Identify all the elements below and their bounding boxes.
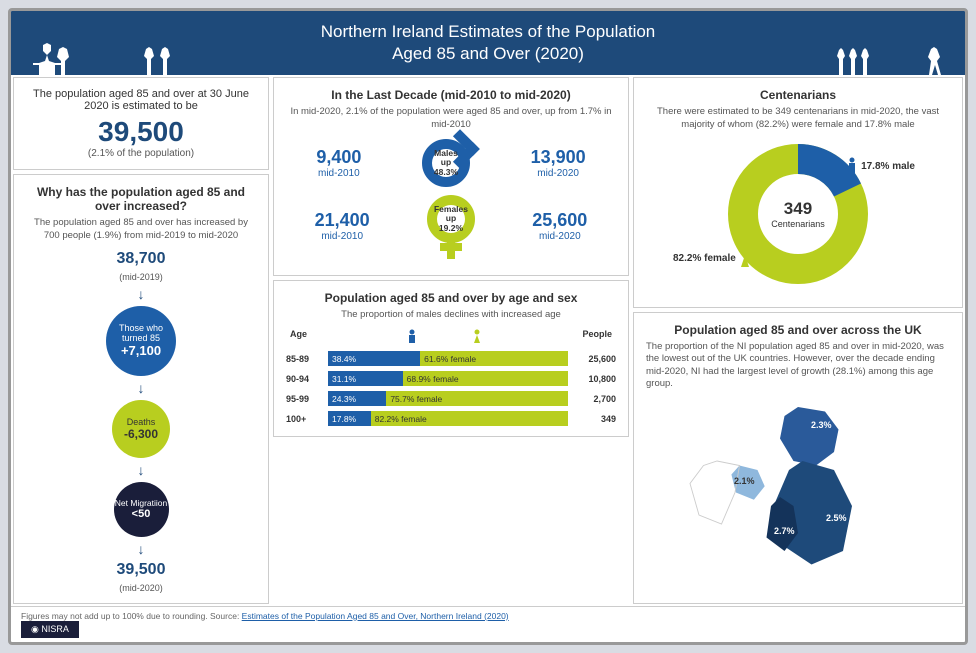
wales-label: 2.7% [774, 526, 795, 536]
cent-female-label: 82.2% female [673, 249, 751, 269]
ni-label: 2.1% [734, 476, 755, 486]
content-grid: The population aged 85 and over at 30 Ju… [11, 75, 965, 606]
flow-diagram: 38,700 (mid-2019) ↓ Those who turned 85 … [26, 250, 256, 593]
uk-title: Population aged 85 and over across the U… [646, 323, 950, 337]
female-head-icon [472, 329, 482, 343]
decade-sub: In mid-2020, 2.1% of the population were… [286, 106, 616, 131]
male-head-icon [407, 329, 417, 343]
silhouette-walker-icon [921, 33, 945, 75]
arrow-icon: ↓ [138, 286, 145, 302]
estimate-title: The population aged 85 and over at 30 Ju… [26, 88, 256, 112]
bar-female: 61.6% female [420, 351, 568, 366]
silhouette-group-icon [835, 33, 875, 75]
silhouette-people-icon [141, 33, 181, 75]
bar-track: 38.4%61.6% female [328, 351, 568, 366]
bar-people: 10,800 [574, 374, 616, 384]
flow-start-val: 38,700 [117, 250, 166, 268]
flow-start-lbl: (mid-2019) [119, 272, 163, 282]
bar-male: 24.3% [328, 391, 386, 406]
bar-people: 25,600 [574, 354, 616, 364]
uk-sub: The proportion of the NI population aged… [646, 341, 950, 390]
agesex-panel: Population aged 85 and over by age and s… [273, 280, 629, 437]
male-icon: Males up 48.3% [422, 139, 470, 187]
male-person-icon [846, 157, 858, 177]
flow-end-val: 39,500 [117, 561, 166, 579]
bar-age: 85-89 [286, 354, 322, 364]
middle-column: In the Last Decade (mid-2010 to mid-2020… [271, 75, 631, 606]
cent-male-label: 17.8% male [846, 157, 915, 177]
female-row: 21,400 mid-2010 Females up 19.2% 25,600 … [286, 195, 616, 257]
right-column: Centenarians There were estimated to be … [631, 75, 965, 606]
bar-row: 100+ 17.8%82.2% female 349 [286, 411, 616, 426]
bar-row: 90-94 31.1%68.9% female 10,800 [286, 371, 616, 386]
uk-panel: Population aged 85 and over across the U… [633, 312, 963, 604]
page-title: Northern Ireland Estimates of the Popula… [321, 21, 656, 65]
bar-track: 31.1%68.9% female [328, 371, 568, 386]
footer: Figures may not add up to 100% due to ro… [11, 606, 965, 642]
female-person-icon [739, 249, 751, 269]
estimate-sub: (2.1% of the population) [26, 148, 256, 159]
turned85-circle: Those who turned 85 +7,100 [106, 306, 176, 376]
female-icon: Females up 19.2% [427, 195, 475, 243]
bar-female: 68.9% female [403, 371, 568, 386]
decade-panel: In the Last Decade (mid-2010 to mid-2020… [273, 77, 629, 276]
centenarians-panel: Centenarians There were estimated to be … [633, 77, 963, 308]
bar-track: 17.8%82.2% female [328, 411, 568, 426]
bar-header: Age People [286, 329, 616, 345]
bar-row: 95-99 24.3%75.7% female 2,700 [286, 391, 616, 406]
bar-female: 75.7% female [386, 391, 568, 406]
migration-circle: Net Migratiion <50 [114, 482, 169, 537]
bars-container: 85-89 38.4%61.6% female 25,600 90-94 31.1%68… [286, 351, 616, 426]
estimate-value: 39,500 [26, 116, 256, 148]
bar-people: 2,700 [574, 394, 616, 404]
agesex-title: Population aged 85 and over by age and s… [286, 291, 616, 305]
uk-map-svg [646, 398, 950, 578]
estimate-panel: The population aged 85 and over at 30 Ju… [13, 77, 269, 170]
why-sub: The population aged 85 and over has incr… [26, 217, 256, 242]
uk-map: 2.3% 2.1% 2.7% 2.5% [646, 398, 950, 578]
england-label: 2.5% [826, 513, 847, 523]
agesex-sub: The proportion of males declines with in… [286, 309, 616, 321]
bar-male: 38.4% [328, 351, 420, 366]
arrow-icon: ↓ [138, 462, 145, 478]
infographic-page: Northern Ireland Estimates of the Popula… [8, 8, 968, 645]
arrow-icon: ↓ [138, 380, 145, 396]
bar-female: 82.2% female [371, 411, 568, 426]
nisra-logo: ◉ NISRA [21, 621, 79, 638]
bar-male: 31.1% [328, 371, 403, 386]
left-column: The population aged 85 and over at 30 Ju… [11, 75, 271, 606]
cent-sub: There were estimated to be 349 centenari… [646, 106, 950, 131]
donut-center: 349 Centenarians [771, 199, 825, 229]
deaths-circle: Deaths -6,300 [112, 400, 170, 458]
why-panel: Why has the population aged 85 and over … [13, 174, 269, 604]
bar-male: 17.8% [328, 411, 371, 426]
scotland-label: 2.3% [811, 420, 832, 430]
decade-title: In the Last Decade (mid-2010 to mid-2020… [286, 88, 616, 102]
bar-row: 85-89 38.4%61.6% female 25,600 [286, 351, 616, 366]
bar-age: 90-94 [286, 374, 322, 384]
bar-age: 100+ [286, 414, 322, 424]
male-row: 9,400 mid-2010 Males up 48.3% 13,900 mid… [286, 139, 616, 187]
arrow-icon: ↓ [138, 541, 145, 557]
bar-age: 95-99 [286, 394, 322, 404]
bar-track: 24.3%75.7% female [328, 391, 568, 406]
source-link[interactable]: Estimates of the Population Aged 85 and … [242, 611, 509, 621]
header: Northern Ireland Estimates of the Popula… [11, 11, 965, 75]
flow-end-lbl: (mid-2020) [119, 583, 163, 593]
silhouette-left-icon [31, 33, 111, 75]
cent-title: Centenarians [646, 88, 950, 102]
bar-people: 349 [574, 414, 616, 424]
why-title: Why has the population aged 85 and over … [26, 185, 256, 213]
donut-chart: 349 Centenarians 82.2% female 17.8% male [723, 139, 873, 289]
